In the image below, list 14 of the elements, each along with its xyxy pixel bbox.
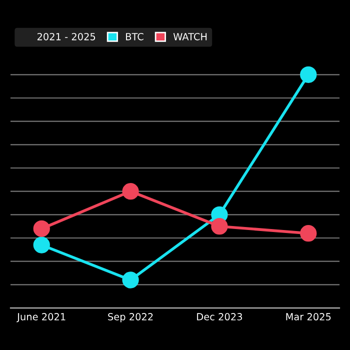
point <box>300 225 317 242</box>
point <box>33 220 50 237</box>
legend-label: WATCH <box>173 32 207 40</box>
point <box>122 183 139 200</box>
point <box>122 272 139 288</box>
x-tick-label: Dec 2023 <box>197 313 242 320</box>
x-tick-label: June 2021 <box>16 313 66 322</box>
legend-label: BTC <box>126 32 144 40</box>
point <box>211 218 228 235</box>
point <box>300 66 317 83</box>
x-tick-label: Sep 2022 <box>108 313 153 322</box>
legend-title: 2021 - 2025 <box>37 32 96 40</box>
x-tick-label: Mar 2025 <box>286 313 331 320</box>
point <box>33 236 50 254</box>
